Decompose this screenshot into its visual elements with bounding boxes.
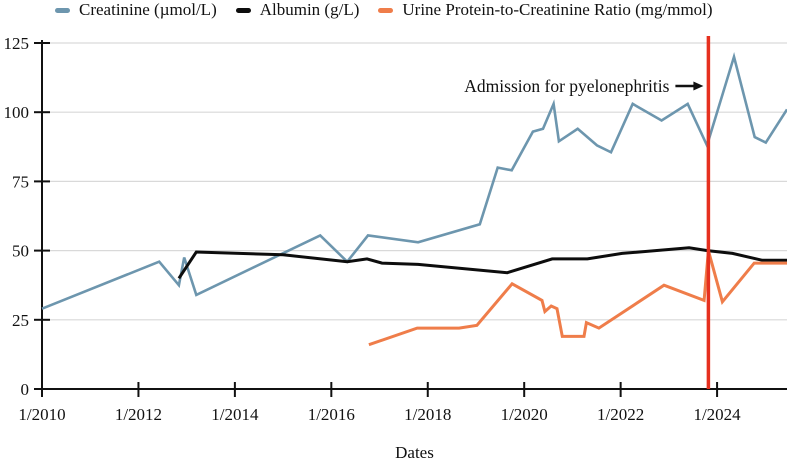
- legend-item-upcr: Urine Protein-to-Creatinine Ratio (mg/mm…: [378, 0, 713, 20]
- x-tick-label-2012: 1/2012: [115, 405, 162, 424]
- annotation-text: Admission for pyelonephritis: [464, 76, 669, 96]
- legend-swatch-albumin: [235, 7, 251, 13]
- x-tick-label-2022: 1/2022: [597, 405, 644, 424]
- y-tick-label-0: 0: [21, 380, 30, 399]
- y-tick-label-25: 25: [12, 311, 29, 330]
- legend: Creatinine (µmol/L) Albumin (g/L) Urine Pr…: [55, 0, 713, 20]
- y-tick-label-125: 125: [4, 34, 30, 53]
- legend-item-creatinine: Creatinine (µmol/L): [55, 0, 217, 20]
- legend-label-creatinine: Creatinine (µmol/L): [79, 0, 217, 19]
- legend-label-albumin: Albumin (g/L): [259, 0, 360, 19]
- legend-swatch-creatinine: [55, 7, 70, 13]
- y-tick-label-100: 100: [4, 103, 30, 122]
- x-tick-label-2010: 1/2010: [18, 405, 65, 424]
- x-tick-label-2020: 1/2020: [501, 405, 548, 424]
- x-tick-label-2014: 1/2014: [211, 405, 259, 424]
- y-tick-label-50: 50: [12, 242, 29, 261]
- x-tick-label-2016: 1/2016: [308, 405, 355, 424]
- series-albumin: [177, 246, 787, 280]
- x-tick-label-2018: 1/2018: [404, 405, 451, 424]
- x-axis-title: Dates: [395, 443, 434, 462]
- annotation-right-arrow-icon: [693, 81, 704, 91]
- series-creatinine: [41, 51, 787, 310]
- y-tick-label-75: 75: [12, 172, 29, 191]
- legend-label-upcr: Urine Protein-to-Creatinine Ratio (mg/mm…: [402, 0, 713, 19]
- x-tick-label-2024: 1/2024: [693, 405, 741, 424]
- legend-item-albumin: Albumin (g/L): [235, 0, 360, 20]
- legend-swatch-upcr: [378, 7, 394, 13]
